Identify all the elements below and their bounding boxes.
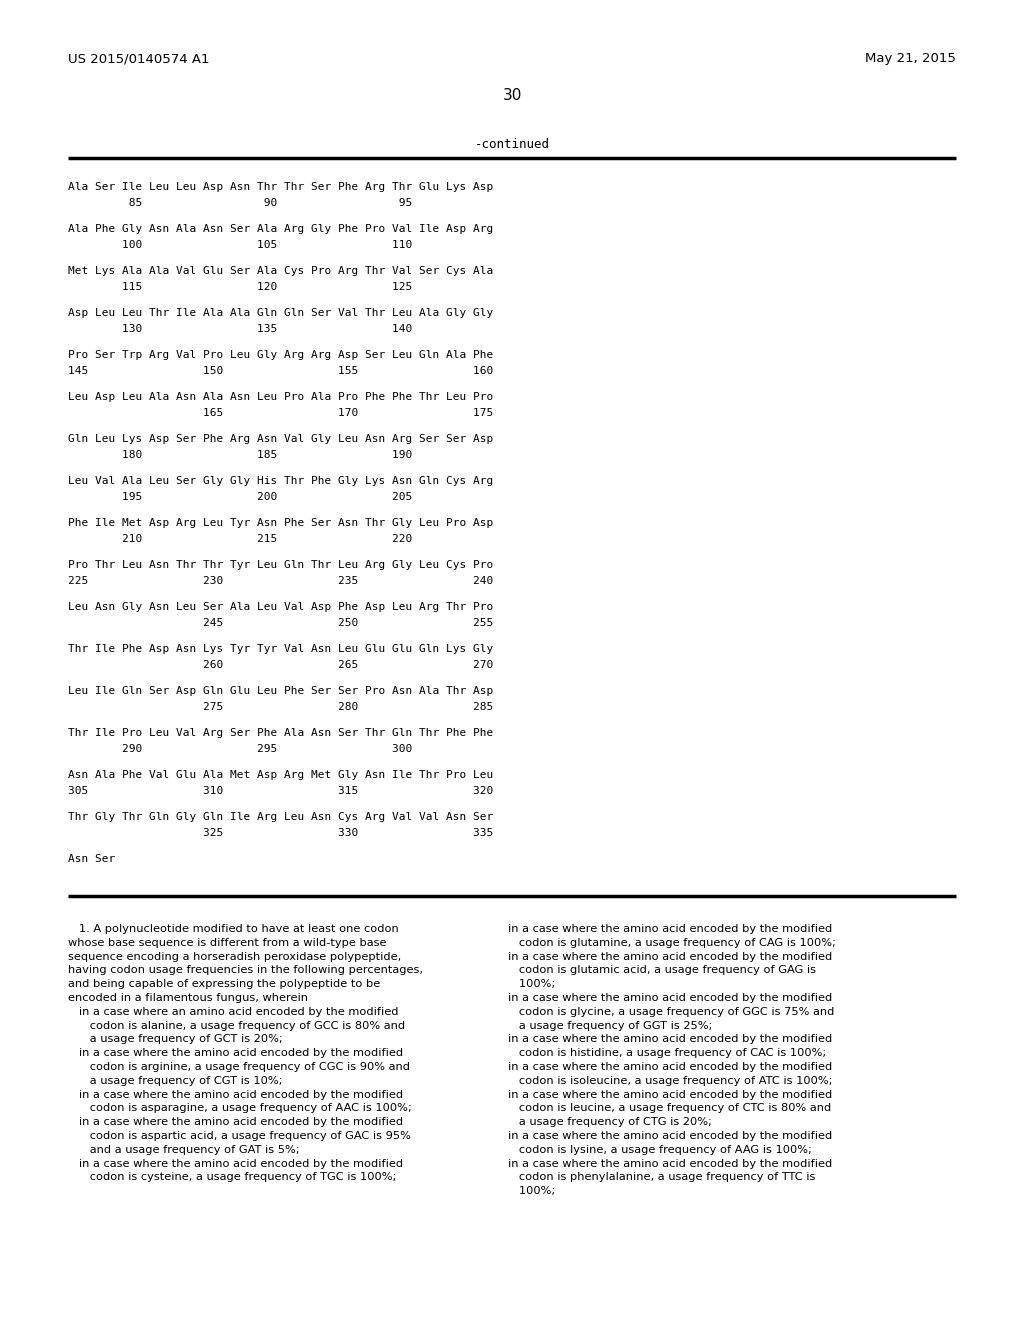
Text: codon is cysteine, a usage frequency of TGC is 100%;: codon is cysteine, a usage frequency of … [68,1172,396,1183]
Text: in a case where the amino acid encoded by the modified: in a case where the amino acid encoded b… [508,993,833,1003]
Text: Leu Val Ala Leu Ser Gly Gly His Thr Phe Gly Lys Asn Gln Cys Arg: Leu Val Ala Leu Ser Gly Gly His Thr Phe … [68,477,494,486]
Text: in a case where the amino acid encoded by the modified: in a case where the amino acid encoded b… [508,1159,833,1168]
Text: Ala Phe Gly Asn Ala Asn Ser Ala Arg Gly Phe Pro Val Ile Asp Arg: Ala Phe Gly Asn Ala Asn Ser Ala Arg Gly … [68,224,494,234]
Text: -continued: -continued [474,139,550,150]
Text: 195                 200                 205: 195 200 205 [68,492,413,502]
Text: in a case where the amino acid encoded by the modified: in a case where the amino acid encoded b… [508,924,833,935]
Text: Ala Ser Ile Leu Leu Asp Asn Thr Thr Ser Phe Arg Thr Glu Lys Asp: Ala Ser Ile Leu Leu Asp Asn Thr Thr Ser … [68,182,494,191]
Text: codon is leucine, a usage frequency of CTC is 80% and: codon is leucine, a usage frequency of C… [508,1104,831,1113]
Text: and a usage frequency of GAT is 5%;: and a usage frequency of GAT is 5%; [68,1144,300,1155]
Text: codon is alanine, a usage frequency of GCC is 80% and: codon is alanine, a usage frequency of G… [68,1020,406,1031]
Text: 210                 215                 220: 210 215 220 [68,535,413,544]
Text: codon is histidine, a usage frequency of CAC is 100%;: codon is histidine, a usage frequency of… [508,1048,826,1059]
Text: 165                 170                 175: 165 170 175 [68,408,494,418]
Text: in a case where the amino acid encoded by the modified: in a case where the amino acid encoded b… [68,1089,403,1100]
Text: Asp Leu Leu Thr Ile Ala Ala Gln Gln Ser Val Thr Leu Ala Gly Gly: Asp Leu Leu Thr Ile Ala Ala Gln Gln Ser … [68,308,494,318]
Text: a usage frequency of CTG is 20%;: a usage frequency of CTG is 20%; [508,1117,712,1127]
Text: Leu Asn Gly Asn Leu Ser Ala Leu Val Asp Phe Asp Leu Arg Thr Pro: Leu Asn Gly Asn Leu Ser Ala Leu Val Asp … [68,602,494,612]
Text: Met Lys Ala Ala Val Glu Ser Ala Cys Pro Arg Thr Val Ser Cys Ala: Met Lys Ala Ala Val Glu Ser Ala Cys Pro … [68,267,494,276]
Text: in a case where an amino acid encoded by the modified: in a case where an amino acid encoded by… [68,1007,398,1016]
Text: 115                 120                 125: 115 120 125 [68,282,413,292]
Text: 85                  90                  95: 85 90 95 [68,198,413,209]
Text: 100                 105                 110: 100 105 110 [68,240,413,249]
Text: in a case where the amino acid encoded by the modified: in a case where the amino acid encoded b… [508,1035,833,1044]
Text: codon is lysine, a usage frequency of AAG is 100%;: codon is lysine, a usage frequency of AA… [508,1144,812,1155]
Text: in a case where the amino acid encoded by the modified: in a case where the amino acid encoded b… [508,952,833,961]
Text: 245                 250                 255: 245 250 255 [68,618,494,628]
Text: 100%;: 100%; [508,979,555,989]
Text: 145                 150                 155                 160: 145 150 155 160 [68,366,494,376]
Text: in a case where the amino acid encoded by the modified: in a case where the amino acid encoded b… [68,1048,403,1059]
Text: Thr Gly Thr Gln Gly Gln Ile Arg Leu Asn Cys Arg Val Val Asn Ser: Thr Gly Thr Gln Gly Gln Ile Arg Leu Asn … [68,812,494,822]
Text: codon is phenylalanine, a usage frequency of TTC is: codon is phenylalanine, a usage frequenc… [508,1172,815,1183]
Text: 260                 265                 270: 260 265 270 [68,660,494,671]
Text: Asn Ala Phe Val Glu Ala Met Asp Arg Met Gly Asn Ile Thr Pro Leu: Asn Ala Phe Val Glu Ala Met Asp Arg Met … [68,770,494,780]
Text: codon is asparagine, a usage frequency of AAC is 100%;: codon is asparagine, a usage frequency o… [68,1104,412,1113]
Text: and being capable of expressing the polypeptide to be: and being capable of expressing the poly… [68,979,380,989]
Text: in a case where the amino acid encoded by the modified: in a case where the amino acid encoded b… [508,1089,833,1100]
Text: 290                 295                 300: 290 295 300 [68,744,413,754]
Text: Asn Ser: Asn Ser [68,854,116,865]
Text: a usage frequency of CGT is 10%;: a usage frequency of CGT is 10%; [68,1076,283,1086]
Text: whose base sequence is different from a wild-type base: whose base sequence is different from a … [68,937,386,948]
Text: Pro Ser Trp Arg Val Pro Leu Gly Arg Arg Asp Ser Leu Gln Ala Phe: Pro Ser Trp Arg Val Pro Leu Gly Arg Arg … [68,350,494,360]
Text: codon is glutamic acid, a usage frequency of GAG is: codon is glutamic acid, a usage frequenc… [508,965,816,975]
Text: in a case where the amino acid encoded by the modified: in a case where the amino acid encoded b… [68,1117,403,1127]
Text: codon is arginine, a usage frequency of CGC is 90% and: codon is arginine, a usage frequency of … [68,1063,410,1072]
Text: Gln Leu Lys Asp Ser Phe Arg Asn Val Gly Leu Asn Arg Ser Ser Asp: Gln Leu Lys Asp Ser Phe Arg Asn Val Gly … [68,434,494,444]
Text: a usage frequency of GCT is 20%;: a usage frequency of GCT is 20%; [68,1035,283,1044]
Text: 325                 330                 335: 325 330 335 [68,828,494,838]
Text: codon is glutamine, a usage frequency of CAG is 100%;: codon is glutamine, a usage frequency of… [508,937,836,948]
Text: May 21, 2015: May 21, 2015 [865,51,956,65]
Text: 275                 280                 285: 275 280 285 [68,702,494,711]
Text: Leu Asp Leu Ala Asn Ala Asn Leu Pro Ala Pro Phe Phe Thr Leu Pro: Leu Asp Leu Ala Asn Ala Asn Leu Pro Ala … [68,392,494,403]
Text: 130                 135                 140: 130 135 140 [68,323,413,334]
Text: 100%;: 100%; [508,1187,555,1196]
Text: Phe Ile Met Asp Arg Leu Tyr Asn Phe Ser Asn Thr Gly Leu Pro Asp: Phe Ile Met Asp Arg Leu Tyr Asn Phe Ser … [68,517,494,528]
Text: encoded in a filamentous fungus, wherein: encoded in a filamentous fungus, wherein [68,993,308,1003]
Text: Thr Ile Pro Leu Val Arg Ser Phe Ala Asn Ser Thr Gln Thr Phe Phe: Thr Ile Pro Leu Val Arg Ser Phe Ala Asn … [68,729,494,738]
Text: 225                 230                 235                 240: 225 230 235 240 [68,576,494,586]
Text: having codon usage frequencies in the following percentages,: having codon usage frequencies in the fo… [68,965,423,975]
Text: Thr Ile Phe Asp Asn Lys Tyr Tyr Val Asn Leu Glu Glu Gln Lys Gly: Thr Ile Phe Asp Asn Lys Tyr Tyr Val Asn … [68,644,494,653]
Text: in a case where the amino acid encoded by the modified: in a case where the amino acid encoded b… [68,1159,403,1168]
Text: 305                 310                 315                 320: 305 310 315 320 [68,785,494,796]
Text: 30: 30 [503,88,521,103]
Text: 1. A polynucleotide modified to have at least one codon: 1. A polynucleotide modified to have at … [68,924,398,935]
Text: Pro Thr Leu Asn Thr Thr Tyr Leu Gln Thr Leu Arg Gly Leu Cys Pro: Pro Thr Leu Asn Thr Thr Tyr Leu Gln Thr … [68,560,494,570]
Text: 180                 185                 190: 180 185 190 [68,450,413,459]
Text: sequence encoding a horseradish peroxidase polypeptide,: sequence encoding a horseradish peroxida… [68,952,401,961]
Text: codon is isoleucine, a usage frequency of ATC is 100%;: codon is isoleucine, a usage frequency o… [508,1076,833,1086]
Text: US 2015/0140574 A1: US 2015/0140574 A1 [68,51,210,65]
Text: in a case where the amino acid encoded by the modified: in a case where the amino acid encoded b… [508,1131,833,1140]
Text: codon is aspartic acid, a usage frequency of GAC is 95%: codon is aspartic acid, a usage frequenc… [68,1131,411,1140]
Text: in a case where the amino acid encoded by the modified: in a case where the amino acid encoded b… [508,1063,833,1072]
Text: Leu Ile Gln Ser Asp Gln Glu Leu Phe Ser Ser Pro Asn Ala Thr Asp: Leu Ile Gln Ser Asp Gln Glu Leu Phe Ser … [68,686,494,696]
Text: codon is glycine, a usage frequency of GGC is 75% and: codon is glycine, a usage frequency of G… [508,1007,835,1016]
Text: a usage frequency of GGT is 25%;: a usage frequency of GGT is 25%; [508,1020,713,1031]
